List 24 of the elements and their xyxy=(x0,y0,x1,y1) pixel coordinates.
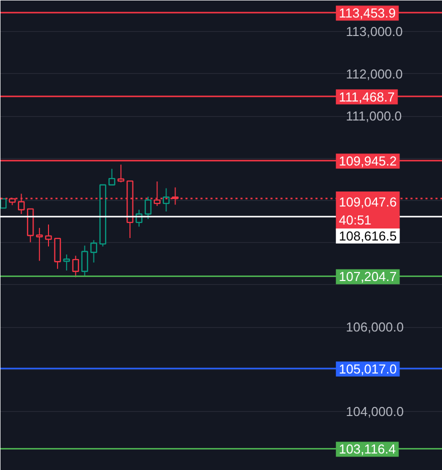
y-tick-label: 113,000.0 xyxy=(346,24,403,40)
candlestick xyxy=(72,255,80,278)
candlestick xyxy=(144,196,152,220)
y-tick-label: 106,000.0 xyxy=(346,320,404,335)
candlestick xyxy=(90,240,98,263)
y-tick-label: 112,000.0 xyxy=(346,66,403,82)
candlestick xyxy=(36,227,43,262)
ref-line-label: 109,945.2 xyxy=(338,154,397,169)
ref-line-label: 108,616.5 xyxy=(338,228,397,244)
y-tick-label: 111,000.0 xyxy=(346,108,402,124)
ref-line-label: 109,047.6 40:51 xyxy=(338,194,397,228)
candlestick xyxy=(108,168,116,186)
y-tick-label: 104,000.0 xyxy=(346,404,404,419)
candlestick xyxy=(81,245,88,276)
ref-line-label: 113,453.9 xyxy=(338,6,396,21)
ref-line-label: 105,017.0 xyxy=(338,362,397,377)
candlestick xyxy=(162,188,170,212)
ref-line-label: 107,204.7 xyxy=(338,269,397,284)
candlestick xyxy=(118,164,124,183)
candlestick xyxy=(54,238,61,270)
ref-line-label: 111,468.7 xyxy=(338,89,395,104)
candlestick xyxy=(45,224,52,247)
candlestick xyxy=(63,254,70,272)
ref-line-label: 103,116.4 xyxy=(338,442,396,457)
